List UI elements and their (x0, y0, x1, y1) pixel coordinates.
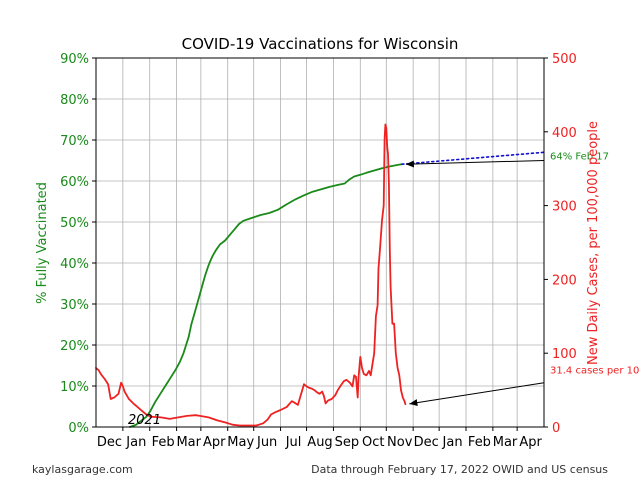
chart-title: COVID-19 Vaccinations for Wisconsin (182, 35, 459, 53)
left-tick-label: 60% (60, 175, 89, 190)
left-tick-label: 20% (60, 339, 89, 354)
footer-right: Data through February 17, 2022 OWID and … (311, 463, 608, 476)
right-tick-label: 0 (552, 421, 560, 436)
series-vaccinated-line (128, 163, 403, 428)
left-tick-label: 90% (60, 52, 89, 67)
right-tick-label: 300 (552, 200, 577, 215)
x-tick-label: Apr (519, 435, 542, 450)
annotation-label: 31.4 cases per 100k people (550, 366, 640, 377)
left-tick-label: 10% (60, 380, 89, 395)
annotation-arrow-head (409, 399, 418, 407)
right-tick-label: 100 (552, 347, 577, 362)
x-tick-label: Aug (307, 435, 332, 450)
axis-ticks: 0% 10% 20% 30% 40% 50% 60% 70% 80% 90% 0 100 200 300 4… (60, 52, 577, 450)
left-tick-label: 30% (60, 298, 89, 313)
right-tick-label: 200 (552, 273, 577, 288)
x-tick-label: May (227, 435, 254, 450)
x-tick-label: Apr (203, 435, 226, 450)
annotations: 64% Feb 17 31.4 cases per 100k people (405, 152, 640, 407)
right-tick-label: 400 (552, 126, 577, 141)
series-lines (95, 123, 545, 428)
x-tick-label: Jul (285, 435, 302, 450)
left-tick-label: 80% (60, 93, 89, 108)
left-tick-label: 70% (60, 134, 89, 149)
right-tick-label: 500 (552, 52, 577, 67)
left-tick-label: 50% (60, 216, 89, 231)
left-axis-label: % Fully Vaccinated (35, 182, 50, 304)
x-tick-label: Nov (387, 435, 413, 450)
annotation-arrow-head (405, 160, 414, 168)
x-tick-label: Feb (152, 435, 175, 450)
left-tick-label: 0% (68, 421, 89, 436)
series-cases-line (95, 123, 407, 427)
x-tick-label: Mar (493, 435, 518, 450)
plot-frame (95, 57, 545, 428)
annotation-arrow-line (409, 382, 545, 405)
x-tick-label: Mar (176, 435, 201, 450)
series-projection-line (401, 151, 545, 165)
x-tick-label: Dec (414, 435, 439, 450)
x-tick-label: Jan (125, 435, 146, 450)
x-tick-label: Dec (97, 435, 122, 450)
left-tick-label: 40% (60, 257, 89, 272)
right-axis-label: New Daily Cases, per 100,000 people (586, 121, 601, 365)
annotation-arrow-line (405, 160, 545, 165)
annotation-label: 64% Feb 17 (550, 152, 609, 163)
x-tick-label: Sep (335, 435, 360, 450)
year-label: 2021 (128, 413, 161, 428)
x-tick-label: Oct (362, 435, 384, 450)
footer-left: kaylasgarage.com (32, 463, 133, 476)
x-tick-label: Jun (256, 435, 277, 450)
x-tick-label: Jan (442, 435, 463, 450)
x-tick-label: Feb (468, 435, 491, 450)
